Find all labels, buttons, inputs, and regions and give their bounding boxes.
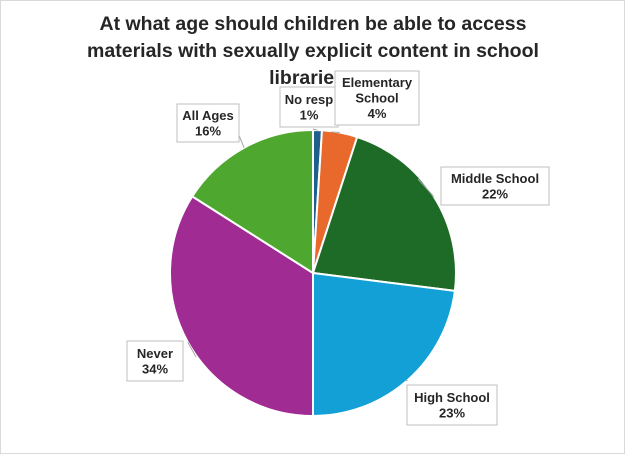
data-label-text: Never (137, 346, 173, 361)
chart-title-line-2: materials with sexually explicit content… (87, 40, 539, 62)
data-label-text: Middle School (451, 171, 539, 186)
leader-line (312, 128, 318, 131)
data-label-text: 23% (439, 405, 465, 420)
leader-line (405, 379, 408, 382)
data-label-text: 1% (300, 107, 319, 122)
data-label-box (334, 70, 420, 126)
data-label-text: High School (414, 390, 490, 405)
leader-line (330, 131, 340, 133)
pie-slice-all-ages (190, 128, 314, 275)
data-label-text: 34% (142, 361, 168, 376)
data-label-box (279, 86, 339, 128)
data-label-box (126, 340, 184, 382)
data-label-text: 4% (368, 106, 387, 121)
leader-line (187, 341, 197, 358)
chart-title: At what age should children be able to a… (87, 13, 539, 89)
data-label-text: 16% (195, 123, 221, 138)
leader-line (417, 178, 435, 197)
data-label-text: All Ages (182, 108, 234, 123)
chart-title-line-1: At what age should children be able to a… (100, 13, 527, 35)
pie-slice-middle-school (311, 135, 457, 293)
data-label-box (176, 103, 240, 143)
data-label-text: School (355, 91, 398, 106)
data-label-text: Elementary (342, 75, 413, 90)
data-label-text: 22% (482, 186, 508, 201)
pie-slices (169, 128, 457, 418)
data-label-box (440, 166, 550, 206)
data-label-text: No resp (285, 92, 333, 107)
data-label-box (406, 384, 498, 426)
